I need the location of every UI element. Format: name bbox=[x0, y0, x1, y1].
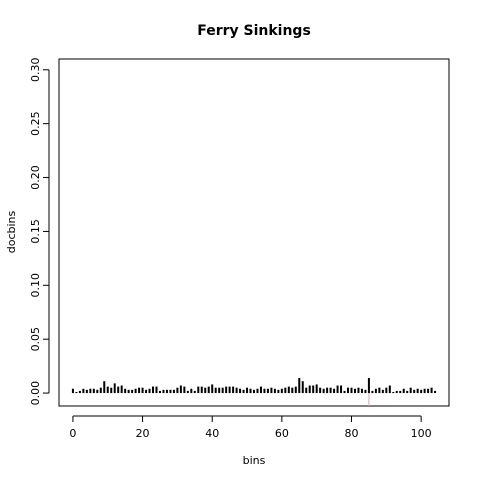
x-tick-label: 100 bbox=[411, 427, 432, 440]
chart-title: Ferry Sinkings bbox=[197, 23, 311, 39]
x-tick-label: 60 bbox=[275, 427, 289, 440]
y-tick-label: 0.00 bbox=[29, 381, 42, 406]
y-tick-label: 0.20 bbox=[29, 165, 42, 190]
y-tick-label: 0.10 bbox=[29, 273, 42, 298]
bars-group bbox=[71, 377, 437, 394]
x-tick-label: 80 bbox=[345, 427, 359, 440]
x-axis-label: bins bbox=[243, 454, 266, 467]
y-tick-label: 0.30 bbox=[29, 58, 42, 83]
y-tick-label: 0.25 bbox=[29, 111, 42, 136]
x-axis: 0 20 40 60 80 100 bbox=[69, 415, 432, 440]
y-tick-label: 0.15 bbox=[29, 219, 42, 244]
x-tick-label: 20 bbox=[136, 427, 150, 440]
plot-frame bbox=[58, 58, 450, 407]
y-tick-label: 0.05 bbox=[29, 327, 42, 352]
x-tick-label: 40 bbox=[205, 427, 219, 440]
y-axis: 0.00 0.05 0.10 0.15 0.20 0.25 0.30 bbox=[29, 58, 50, 406]
x-tick-label: 0 bbox=[69, 427, 76, 440]
y-axis-label: docbins bbox=[5, 210, 18, 253]
